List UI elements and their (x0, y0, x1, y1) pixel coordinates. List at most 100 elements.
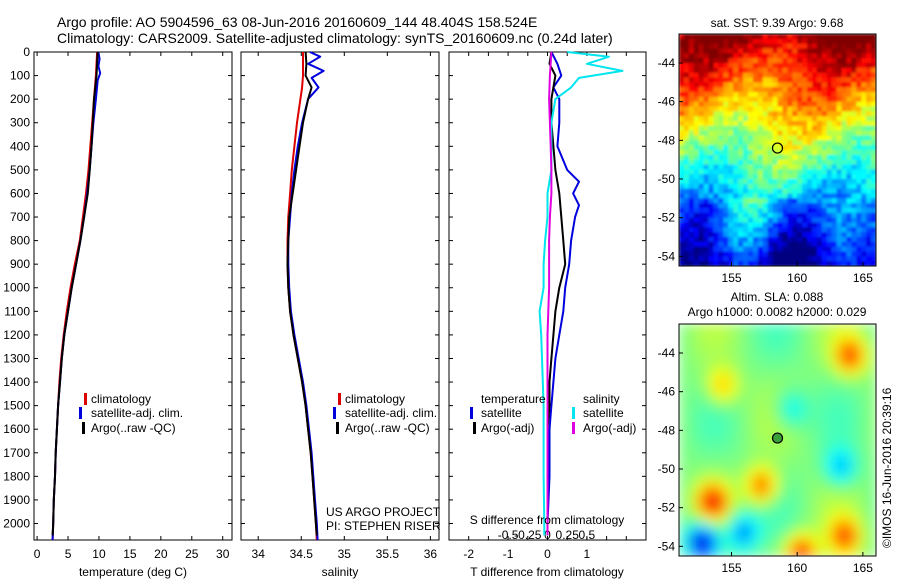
sla-cell (744, 522, 754, 532)
sst-cell (787, 203, 793, 209)
sst-cell (752, 256, 759, 262)
sst-cell (846, 135, 852, 141)
sst-cell (807, 159, 813, 166)
sst-cell (752, 92, 759, 98)
sst-cell (866, 96, 872, 103)
sst-cell (816, 174, 823, 180)
sst-cell (703, 150, 710, 156)
sst-cell (693, 135, 700, 141)
sla-cell (818, 332, 828, 342)
sla-cell (785, 390, 795, 400)
sla-cell (834, 464, 844, 474)
sst-cell (821, 121, 828, 127)
sst-cell (757, 96, 764, 103)
sst-cell (738, 227, 744, 233)
sst-cell (708, 53, 715, 59)
depth-axis: 0100200300400500600700800900100011001200… (3, 45, 646, 530)
sst-cell (752, 43, 759, 50)
sla-cell (711, 522, 721, 532)
sst-cell (752, 188, 759, 195)
sst-cell (782, 67, 788, 74)
sst-cell (851, 106, 857, 112)
sst-cell (747, 232, 754, 238)
sst-cell (723, 58, 729, 64)
sst-cell (743, 111, 749, 117)
sst-cell (807, 246, 813, 253)
sla-cell (802, 440, 812, 450)
sla-cell (777, 390, 787, 400)
sst-cell (728, 169, 734, 175)
sst-cell (723, 246, 729, 253)
sla-cell (777, 365, 787, 375)
sst-cell (743, 227, 749, 233)
sst-cell (807, 208, 813, 214)
sst-cell (831, 169, 838, 175)
sla-cell (695, 547, 705, 556)
sst-cell (777, 246, 784, 253)
sst-cell (802, 87, 808, 93)
sst-cell (688, 77, 695, 83)
sst-cell (718, 116, 724, 122)
sst-cell (826, 121, 833, 127)
sst-cell (841, 67, 848, 74)
sst-cell (718, 87, 724, 93)
sst-cell (693, 67, 700, 74)
sst-cell (802, 82, 808, 88)
sst-cell (826, 183, 833, 190)
sst-cell (752, 169, 759, 175)
sst-cell (802, 193, 808, 199)
sst-cell (723, 222, 729, 228)
sst-cell (772, 198, 779, 204)
sst-cell (777, 92, 784, 98)
sst-cell (772, 48, 779, 54)
sst-cell (693, 208, 700, 214)
sla-cell (703, 506, 713, 516)
sla-cell (752, 332, 762, 342)
sla-cell (802, 547, 812, 556)
sst-cell (698, 179, 705, 185)
sst-cell (826, 193, 833, 199)
sst-cell (762, 179, 769, 185)
sla-cell (695, 423, 705, 433)
sst-cell (757, 92, 764, 98)
sla-cell (703, 324, 713, 334)
sst-cell (762, 111, 769, 117)
sst-cell (713, 48, 719, 54)
sst-cell (733, 43, 739, 50)
sst-cell (683, 111, 690, 117)
sla-cell (695, 489, 705, 499)
sst-cell (807, 222, 813, 228)
sla-cell (711, 506, 721, 516)
sst-cell (826, 34, 833, 40)
sst-cell (802, 169, 808, 175)
sst-cell (826, 174, 833, 180)
legend-label-climatology: climatology (91, 392, 151, 406)
sst-cell (851, 232, 857, 238)
sst-cell (856, 251, 862, 257)
sst-cell (762, 174, 769, 180)
sst-cell (733, 38, 739, 45)
sst-cell (713, 58, 719, 64)
sla-cell (785, 481, 795, 491)
sla-cell (777, 522, 787, 532)
sla-cell (843, 357, 853, 367)
sst-cell (821, 212, 828, 219)
sla-cell (695, 514, 705, 524)
sst-cell (871, 179, 876, 185)
sla-cell (818, 348, 828, 358)
sst-cell (856, 198, 862, 204)
sst-cell (723, 121, 729, 127)
sla-cell (728, 324, 738, 334)
sst-cell (782, 227, 788, 233)
sst-cell (767, 92, 774, 98)
sst-cell (698, 222, 705, 228)
sla-cell (826, 514, 836, 524)
sst-cell (826, 67, 833, 74)
sst-cell (836, 222, 843, 228)
sst-cell (723, 203, 729, 209)
sst-cell (723, 227, 729, 233)
sla-cell (703, 481, 713, 491)
sst-cell (772, 241, 779, 248)
sst-cell (851, 237, 857, 243)
sst-cell (782, 135, 788, 141)
